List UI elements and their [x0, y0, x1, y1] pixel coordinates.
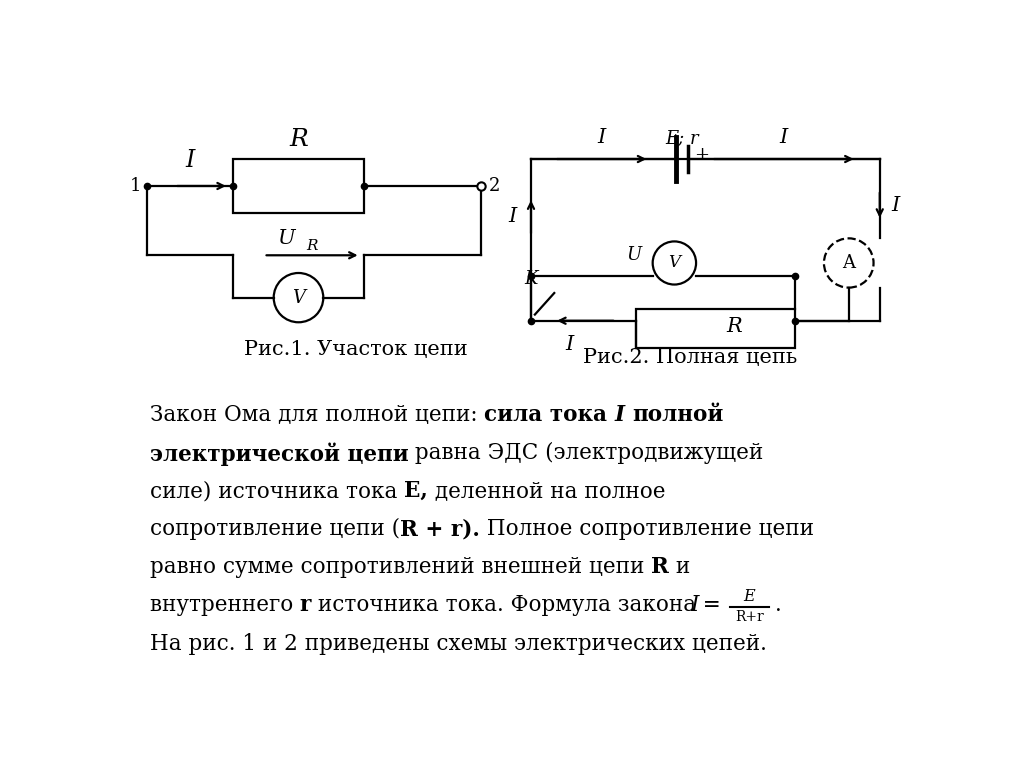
Text: R+r: R+r [735, 611, 764, 624]
Text: источника тока. Формула закона: источника тока. Формула закона [311, 594, 703, 617]
Text: R + r).: R + r). [399, 518, 479, 540]
Text: V: V [292, 288, 305, 307]
Text: E: E [743, 588, 756, 605]
Text: E,: E, [403, 480, 428, 502]
Text: A: A [843, 254, 855, 272]
Text: Рис.2. Полная цепь: Рис.2. Полная цепь [583, 347, 797, 367]
Text: 1: 1 [130, 177, 141, 195]
Text: U: U [278, 229, 295, 248]
Text: R: R [306, 239, 317, 253]
Text: I: I [565, 334, 573, 354]
Bar [232, 159, 365, 213]
Text: U: U [627, 246, 642, 265]
Text: I: I [185, 149, 195, 172]
Text: электрической цепи: электрической цепи [150, 442, 409, 466]
Bar [636, 309, 795, 347]
Text: На рис. 1 и 2 приведены схемы электрических цепей.: На рис. 1 и 2 приведены схемы электричес… [150, 633, 767, 654]
Text: силе) источника тока: силе) источника тока [150, 480, 403, 502]
Text: внутреннего: внутреннего [150, 594, 300, 617]
Text: равно сумме сопротивлений внешней цепи: равно сумме сопротивлений внешней цепи [150, 556, 651, 578]
Text: R: R [651, 556, 669, 578]
Text: +: + [694, 146, 710, 164]
Text: I: I [509, 207, 517, 226]
Text: равна ЭДС (электродвижущей: равна ЭДС (электродвижущей [409, 442, 764, 464]
Text: K: K [524, 270, 538, 288]
Text: и: и [669, 556, 690, 578]
Text: R: R [727, 317, 742, 336]
Text: E; r: E; r [666, 130, 699, 147]
Text: Полное сопротивление цепи: Полное сопротивление цепи [479, 518, 814, 540]
Text: .: . [775, 594, 782, 617]
Text: сопротивление цепи (: сопротивление цепи ( [150, 518, 399, 540]
Text: деленной на полное: деленной на полное [428, 480, 666, 502]
Text: V: V [669, 255, 680, 272]
Text: I: I [614, 404, 632, 426]
Text: R: R [289, 128, 308, 151]
Text: Рис.1. Участок цепи: Рис.1. Участок цепи [245, 340, 468, 359]
Text: I =: I = [690, 594, 721, 617]
Text: I: I [779, 129, 788, 147]
Text: r: r [300, 594, 311, 617]
Text: 2: 2 [488, 177, 500, 195]
Text: I: I [891, 196, 900, 215]
Text: полной: полной [632, 404, 724, 426]
Text: I: I [598, 129, 606, 147]
Text: Закон Ома для полной цепи:: Закон Ома для полной цепи: [150, 404, 484, 426]
Text: сила тока: сила тока [484, 404, 614, 426]
